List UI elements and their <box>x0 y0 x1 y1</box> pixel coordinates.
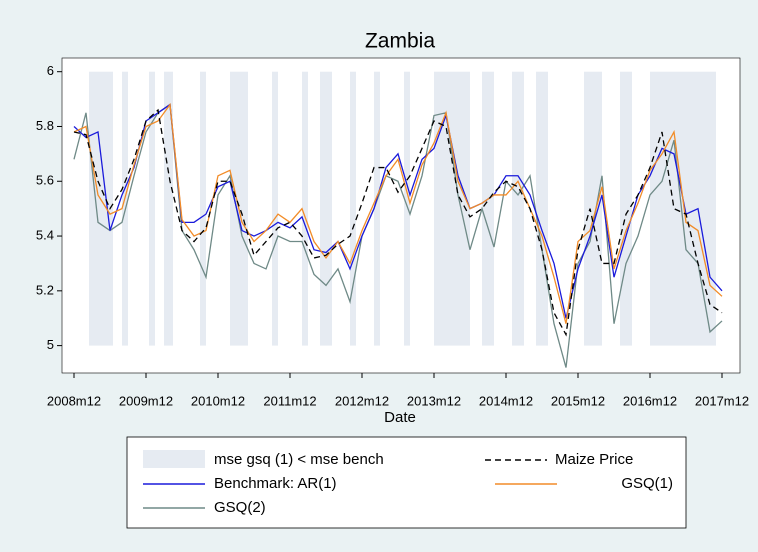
series-line <box>73 102 723 324</box>
x-tick-label: 2013m12 <box>407 393 461 408</box>
shade-band <box>374 71 380 346</box>
y-tick-label: 5.4 <box>36 227 54 242</box>
shade-band <box>272 71 278 346</box>
legend <box>126 436 687 529</box>
shade-band <box>620 71 632 346</box>
legend-label: GSQ(1) <box>621 475 673 492</box>
shade-band <box>200 71 206 346</box>
x-axis-label: Date <box>384 409 416 426</box>
shade-band <box>434 71 470 346</box>
shade-band <box>650 71 716 346</box>
shade-band <box>350 71 356 346</box>
series-line <box>73 108 723 337</box>
shade-band <box>536 71 548 346</box>
chart-title: Zambia <box>365 30 435 53</box>
y-tick-label: 5.8 <box>36 118 54 133</box>
legend-label: Maize Price <box>555 451 633 468</box>
x-tick-label: 2014m12 <box>479 393 533 408</box>
shade-band <box>482 71 494 346</box>
y-tick-label: 5.2 <box>36 282 54 297</box>
y-tick-label: 5 <box>47 337 54 352</box>
legend-key-shade <box>143 450 205 468</box>
y-tick-label: 5.6 <box>36 173 54 188</box>
x-tick-label: 2011m12 <box>263 393 316 408</box>
shade-band <box>512 71 524 346</box>
shade-band <box>584 71 602 346</box>
legend-label: mse gsq (1) < mse bench <box>214 451 384 468</box>
x-tick-label: 2012m12 <box>335 393 389 408</box>
x-tick-label: 2016m12 <box>623 393 677 408</box>
series-line <box>73 103 723 319</box>
shade-band <box>149 71 155 346</box>
shade-band <box>164 71 173 346</box>
x-tick-label: 2008m12 <box>47 393 101 408</box>
plot-area <box>61 57 741 374</box>
legend-label: GSQ(2) <box>214 499 266 516</box>
shade-band <box>320 71 332 346</box>
x-tick-label: 2010m12 <box>191 393 245 408</box>
shade-band <box>404 71 410 346</box>
legend-label: Benchmark: AR(1) <box>214 475 337 492</box>
x-tick-label: 2015m12 <box>551 393 605 408</box>
shade-band <box>302 71 308 346</box>
x-tick-label: 2017m12 <box>695 393 749 408</box>
y-tick-label: 6 <box>47 63 54 78</box>
x-tick-label: 2009m12 <box>119 393 173 408</box>
shade-band <box>89 71 113 346</box>
